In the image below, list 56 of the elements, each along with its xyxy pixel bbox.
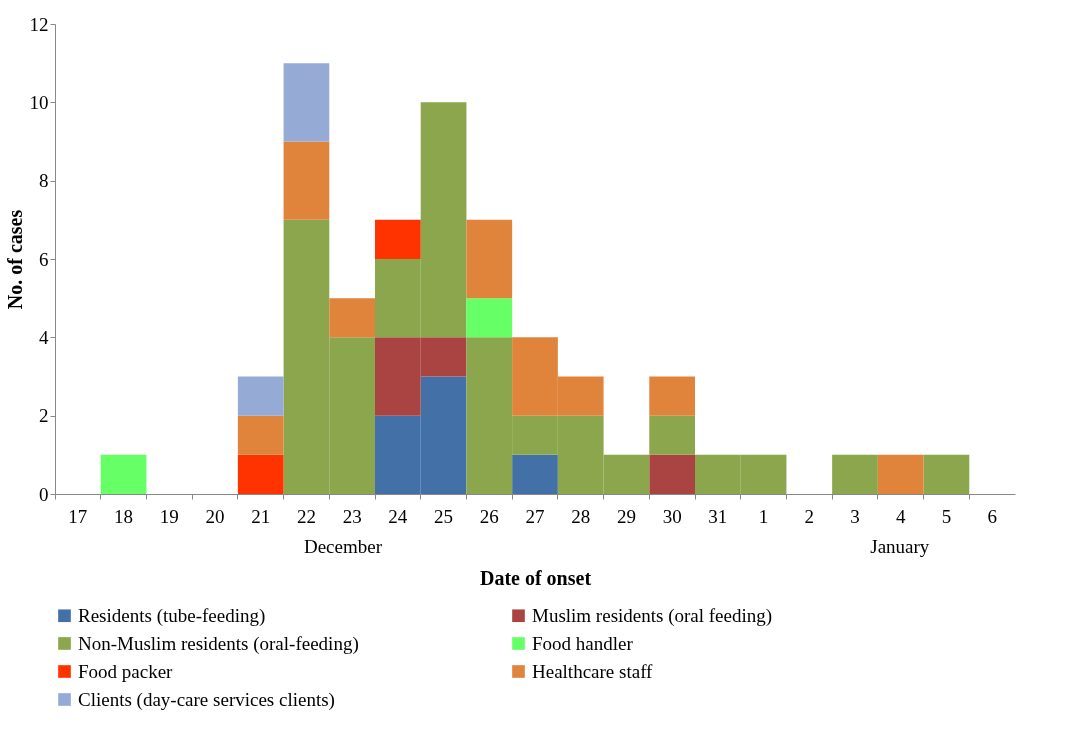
x-tick-label: 24: [388, 505, 408, 527]
y-tick-label: 2: [39, 405, 49, 427]
legend-label: Healthcare staff: [532, 660, 654, 682]
bar: [466, 219, 513, 299]
x-tick-label: 29: [616, 505, 636, 527]
x-tick-label: 21: [251, 505, 271, 527]
y-tick-label: 12: [29, 13, 49, 35]
x-tick-label: 19: [159, 505, 179, 527]
bar: [832, 454, 878, 494]
bar: [466, 298, 513, 338]
bar: [237, 415, 284, 455]
x-tick-label: 30: [662, 505, 682, 527]
bar: [877, 454, 924, 494]
x-tick-label: 28: [571, 505, 591, 527]
bar: [649, 415, 695, 455]
bar: [100, 454, 147, 494]
x-tick-label: 18: [114, 505, 134, 527]
x-tick-label: 22: [296, 505, 316, 527]
x-tick-label: 23: [342, 505, 362, 527]
x-tick-label: 3: [850, 505, 860, 527]
x-tick-label: 20: [205, 505, 225, 527]
bar: [923, 454, 970, 494]
x-tick-label: 31: [708, 505, 728, 527]
bar: [283, 63, 330, 142]
bar: [329, 298, 375, 338]
bar: [512, 454, 558, 494]
y-tick-label: 4: [39, 326, 49, 348]
legend-label: Food handler: [532, 632, 634, 654]
x-tick-label: 6: [987, 505, 997, 527]
text: December: [303, 536, 383, 557]
y-tick-label: 0: [39, 483, 49, 505]
x-tick-label: 25: [434, 505, 454, 527]
y-tick-label: 8: [39, 170, 49, 192]
legend-label: Clients (day-care services clients): [78, 688, 335, 711]
x-axis-title: Date of onset: [479, 566, 592, 589]
bar: [649, 454, 695, 494]
legend-label: Residents (tube-feeding): [78, 604, 266, 627]
x-tick-label: 2: [804, 505, 815, 527]
x-tick-label: 26: [479, 505, 499, 527]
y-tick-label: 6: [39, 248, 49, 270]
bar: [375, 219, 421, 259]
text: January: [870, 536, 930, 557]
x-tick-label: 17: [68, 505, 88, 527]
legend-label: Non-Muslim residents (oral-feeding): [78, 632, 359, 655]
bar: [649, 376, 695, 416]
x-tick-label: 27: [525, 505, 545, 527]
bar: [283, 141, 330, 220]
bar: [237, 454, 284, 494]
x-tick-label: 4: [895, 505, 906, 527]
x-tick-label: 5: [941, 505, 952, 527]
y-tick-label: 10: [29, 91, 49, 113]
legend-label: Muslim residents (oral feeding): [532, 604, 773, 627]
bar: [237, 376, 284, 416]
y-axis-title: No. of cases: [3, 209, 26, 310]
legend-label: Food packer: [78, 660, 174, 682]
x-tick-label: 1: [758, 505, 769, 527]
